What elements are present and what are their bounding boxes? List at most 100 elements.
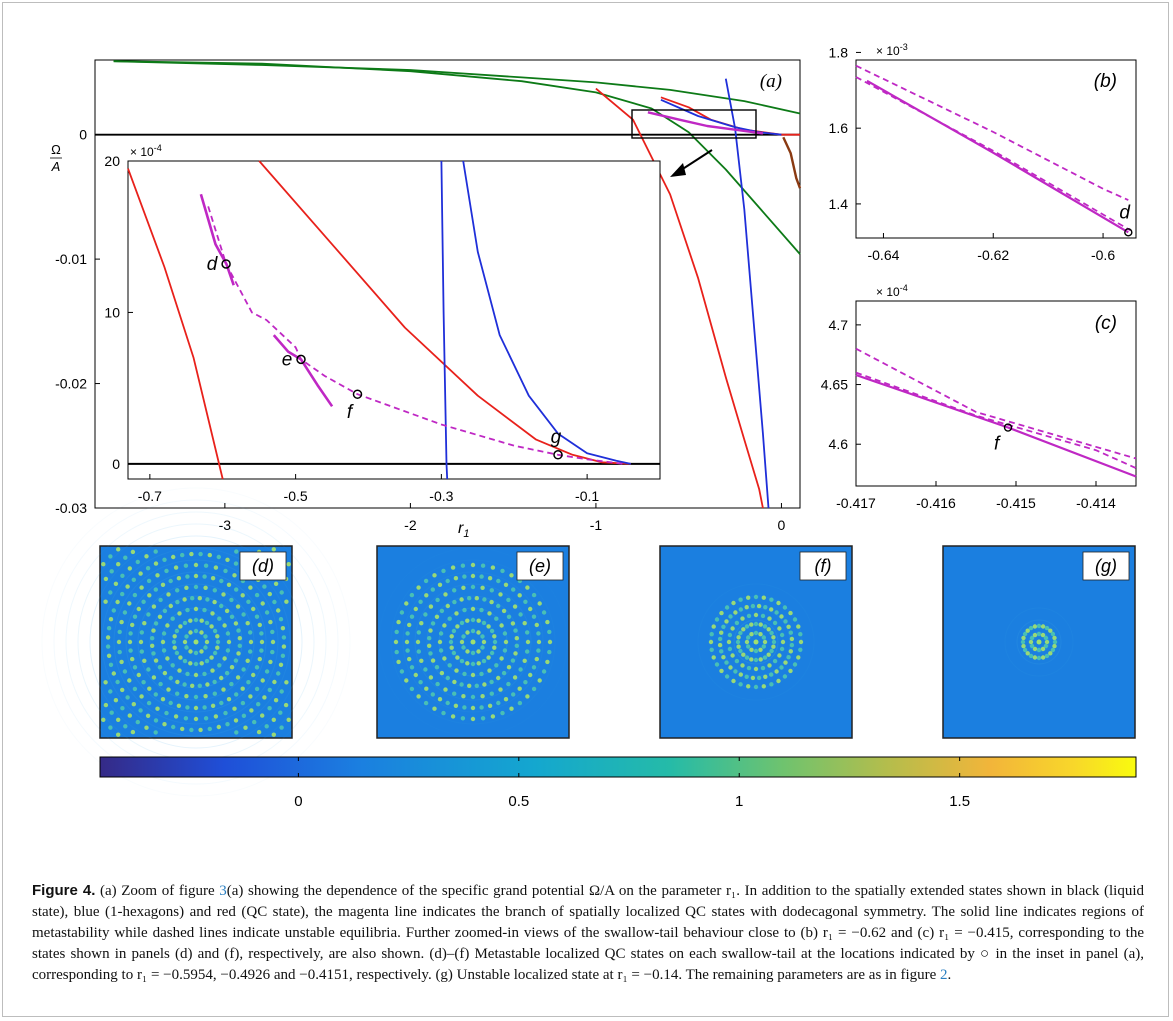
pattern-spot — [146, 700, 152, 706]
pattern-spot — [409, 665, 415, 670]
pattern-spot — [193, 650, 199, 656]
pattern-spot — [185, 705, 190, 710]
pattern-spot — [209, 624, 214, 629]
pattern-spot — [101, 717, 106, 722]
c-x-ticklabel-0: -0.417 — [836, 495, 876, 511]
caption-ref-figure-2[interactable]: 2 — [940, 967, 948, 983]
pattern-spot — [738, 607, 743, 612]
c-x-ticklabel-1: -0.416 — [916, 495, 956, 511]
pattern-spot — [396, 659, 401, 665]
pattern-spot — [766, 627, 771, 632]
pattern-spot — [119, 659, 124, 665]
pattern-spot — [1040, 655, 1046, 660]
pattern-spot — [798, 639, 804, 645]
pattern-spot — [536, 648, 541, 653]
pattern-spot — [120, 706, 125, 711]
pattern-spot — [776, 600, 781, 606]
pattern-spot — [753, 630, 759, 636]
pattern-spot — [418, 599, 423, 604]
pattern-spot — [470, 672, 476, 678]
colorbar-ticklabel-3: 1.5 — [949, 793, 970, 810]
pattern-spot — [1048, 628, 1053, 633]
pattern-spot — [724, 674, 730, 679]
pattern-spot — [522, 621, 527, 626]
caption-ref-figure-3[interactable]: 3 — [219, 883, 227, 899]
pattern-spot — [1029, 635, 1035, 641]
panel-c: f -0.417 -0.416 -0.415 -0.414 4.6 4.65 4.7 × 1… — [821, 283, 1137, 511]
pattern-spot — [772, 658, 778, 664]
pattern-spot — [127, 713, 132, 718]
caption-text-3: . — [947, 967, 952, 983]
pattern-spot — [141, 680, 146, 685]
pattern-spot — [160, 639, 166, 645]
pattern-spot — [178, 655, 183, 660]
pattern-spot — [138, 571, 143, 576]
pattern-spot — [233, 621, 239, 626]
c-point-f — [1003, 423, 1013, 432]
pattern-spot — [222, 656, 227, 661]
pattern-spot — [531, 665, 537, 670]
pattern-spot — [740, 663, 745, 668]
pattern-spot — [103, 576, 109, 582]
pattern-spot — [175, 588, 180, 593]
pattern-spot — [132, 665, 138, 670]
pattern-spot — [724, 619, 729, 624]
pattern-spot — [248, 630, 253, 635]
pattern-spot — [174, 628, 180, 634]
c-x-ticklabel-2: -0.415 — [996, 495, 1036, 511]
pattern-spot — [727, 632, 733, 638]
pattern-spot — [428, 675, 434, 680]
pattern-spot — [541, 669, 547, 674]
pattern-spot — [115, 679, 120, 685]
pattern-spot — [476, 630, 481, 635]
pattern-spot — [455, 655, 460, 660]
pattern-spot — [260, 601, 265, 606]
pattern-ring — [721, 607, 791, 677]
pattern-spot — [455, 624, 460, 629]
pattern-spot — [233, 561, 239, 566]
pattern-spot — [761, 684, 766, 689]
pattern-spot — [772, 620, 778, 626]
pattern-spot — [120, 591, 125, 597]
b-y-ticklabel-1: 1.6 — [829, 120, 849, 136]
colorbar-ticklabel-1: 0.5 — [508, 793, 529, 810]
pattern-spot — [139, 694, 144, 699]
figure-graphics: -3 -2 -1 0-0.03-0.02-0.010 (a) Ω A r1 defg … — [50, 42, 1137, 810]
pattern-spot — [459, 597, 464, 602]
pattern-spot — [1025, 651, 1030, 656]
pattern-spot — [248, 649, 253, 654]
state-label-g: (g) — [1095, 556, 1117, 576]
pattern-spot — [153, 658, 159, 663]
pattern-spot — [221, 687, 226, 692]
pattern-spot — [753, 594, 759, 600]
pattern-spot — [782, 674, 788, 679]
pattern-spot — [461, 634, 466, 639]
pattern-spot — [798, 632, 803, 637]
state-panel-g: (g) — [942, 545, 1136, 739]
b-point-d — [1124, 228, 1133, 237]
pattern-spot — [428, 651, 433, 656]
pattern-spot — [517, 686, 522, 691]
pattern-spot — [141, 599, 146, 604]
panel-b-label: (b) — [1094, 71, 1117, 92]
pattern-spot — [1020, 639, 1026, 645]
pattern-spot — [204, 658, 210, 664]
pattern-spot — [113, 581, 119, 586]
pattern-spot — [760, 665, 766, 671]
pattern-ring — [1004, 607, 1074, 677]
pattern-spot — [536, 639, 542, 645]
pattern-spot — [416, 649, 421, 654]
b-x-ticklabel-2: -0.6 — [1091, 247, 1115, 263]
pattern-spot — [437, 697, 443, 702]
pattern-spot — [741, 652, 746, 657]
pattern-spot — [184, 645, 189, 650]
pattern-spot — [1032, 655, 1038, 660]
pattern-ring — [125, 571, 267, 713]
pattern-spot — [153, 561, 159, 566]
pattern-spot — [479, 574, 484, 579]
pattern-spot — [448, 639, 454, 645]
pattern-spot — [254, 614, 260, 619]
pattern-spot — [160, 697, 166, 702]
pattern-spot — [413, 672, 418, 678]
pattern-spot — [489, 628, 495, 634]
